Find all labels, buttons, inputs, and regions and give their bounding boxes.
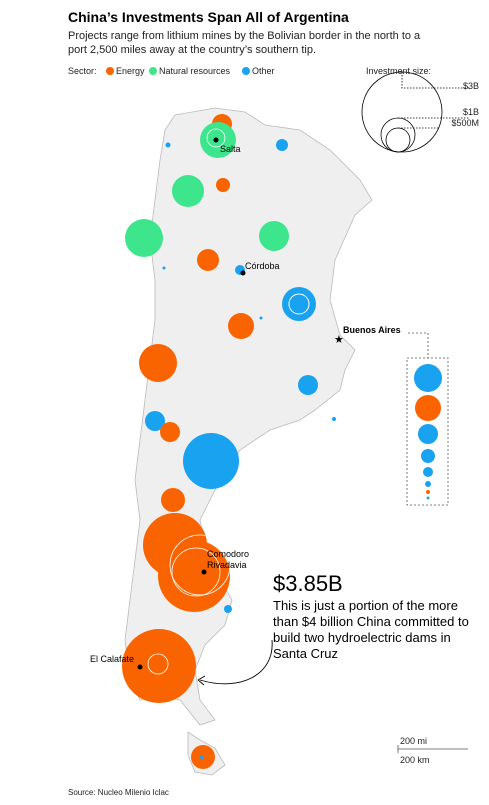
city-label: Comodoro Rivadavia — [207, 549, 250, 570]
zoom-box — [406, 332, 449, 506]
legend-dot — [106, 67, 114, 75]
bubbles — [122, 114, 336, 769]
bubble — [425, 481, 431, 487]
size-leader — [401, 72, 470, 89]
bubble — [426, 490, 430, 494]
city-dot — [240, 270, 246, 276]
subtitle: Projects range from lithium mines by the… — [68, 30, 421, 56]
city-dot — [137, 664, 143, 670]
bubble — [298, 375, 318, 395]
bubble — [418, 424, 438, 444]
city-label: Buenos Aires — [343, 325, 401, 335]
bubble — [165, 142, 171, 148]
leader-line — [408, 332, 429, 358]
size-label: $3B — [462, 81, 479, 91]
sector-legend-dots — [106, 67, 250, 75]
legend-item: Natural resources — [159, 66, 231, 76]
size-title: Investment size: — [366, 66, 432, 76]
title: China’s Investments Span All of Argentin… — [68, 9, 349, 25]
annotation-text: This is just a portion of the more than … — [273, 598, 469, 661]
bubble — [125, 219, 163, 257]
bubble — [224, 605, 232, 613]
size-circle — [385, 127, 411, 153]
city-dot — [201, 569, 207, 575]
legend-item: Energy — [116, 66, 145, 76]
bubble — [145, 411, 165, 431]
size-legend — [361, 71, 470, 153]
legend-dot — [242, 67, 250, 75]
bubble — [169, 534, 231, 596]
annotation-arrow — [199, 639, 273, 685]
size-label: $500M — [451, 118, 479, 128]
bubble — [147, 653, 169, 675]
bubble — [276, 139, 288, 151]
bubble — [161, 488, 185, 512]
bubble — [162, 266, 166, 270]
bubble — [259, 221, 289, 251]
bubble — [423, 467, 433, 477]
bubble — [288, 293, 310, 315]
arrow-head — [197, 675, 206, 686]
bubble — [197, 249, 219, 271]
bubble — [171, 547, 221, 597]
zoom-frame — [406, 357, 449, 506]
bubble — [415, 395, 441, 421]
bubble — [158, 540, 230, 612]
city-label: Salta — [220, 144, 241, 154]
city-label: El Calafate — [90, 654, 135, 664]
capital-star: ★ — [334, 334, 344, 346]
bubble — [122, 629, 196, 703]
size-circle — [380, 117, 416, 153]
legend-label: Sector: — [68, 66, 97, 76]
bubble — [139, 344, 177, 382]
bubble — [421, 449, 435, 463]
bubble — [332, 417, 336, 421]
source: Source: Nucleo Milenio Iclac — [68, 788, 169, 797]
annotation-value: $3.85B — [273, 571, 343, 596]
bubble — [206, 128, 226, 148]
bubble — [183, 433, 239, 489]
scale-label: 200 mi — [400, 736, 428, 746]
scale-label: 200 km — [400, 755, 430, 765]
city-label: Córdoba — [245, 261, 280, 271]
size-label: $1B — [462, 107, 479, 117]
bubble — [282, 287, 316, 321]
legend-dot — [149, 67, 157, 75]
city-dot — [213, 137, 219, 143]
bubble — [160, 422, 180, 442]
bubble — [414, 364, 442, 392]
bubble — [259, 316, 263, 320]
bubble — [172, 175, 204, 207]
bubble — [200, 755, 204, 759]
scale-bar — [397, 745, 468, 753]
city-markers: ★ — [137, 137, 344, 670]
bubble — [216, 178, 230, 192]
legend-item: Other — [252, 66, 275, 76]
bubble — [228, 313, 254, 339]
bubble — [426, 496, 430, 500]
